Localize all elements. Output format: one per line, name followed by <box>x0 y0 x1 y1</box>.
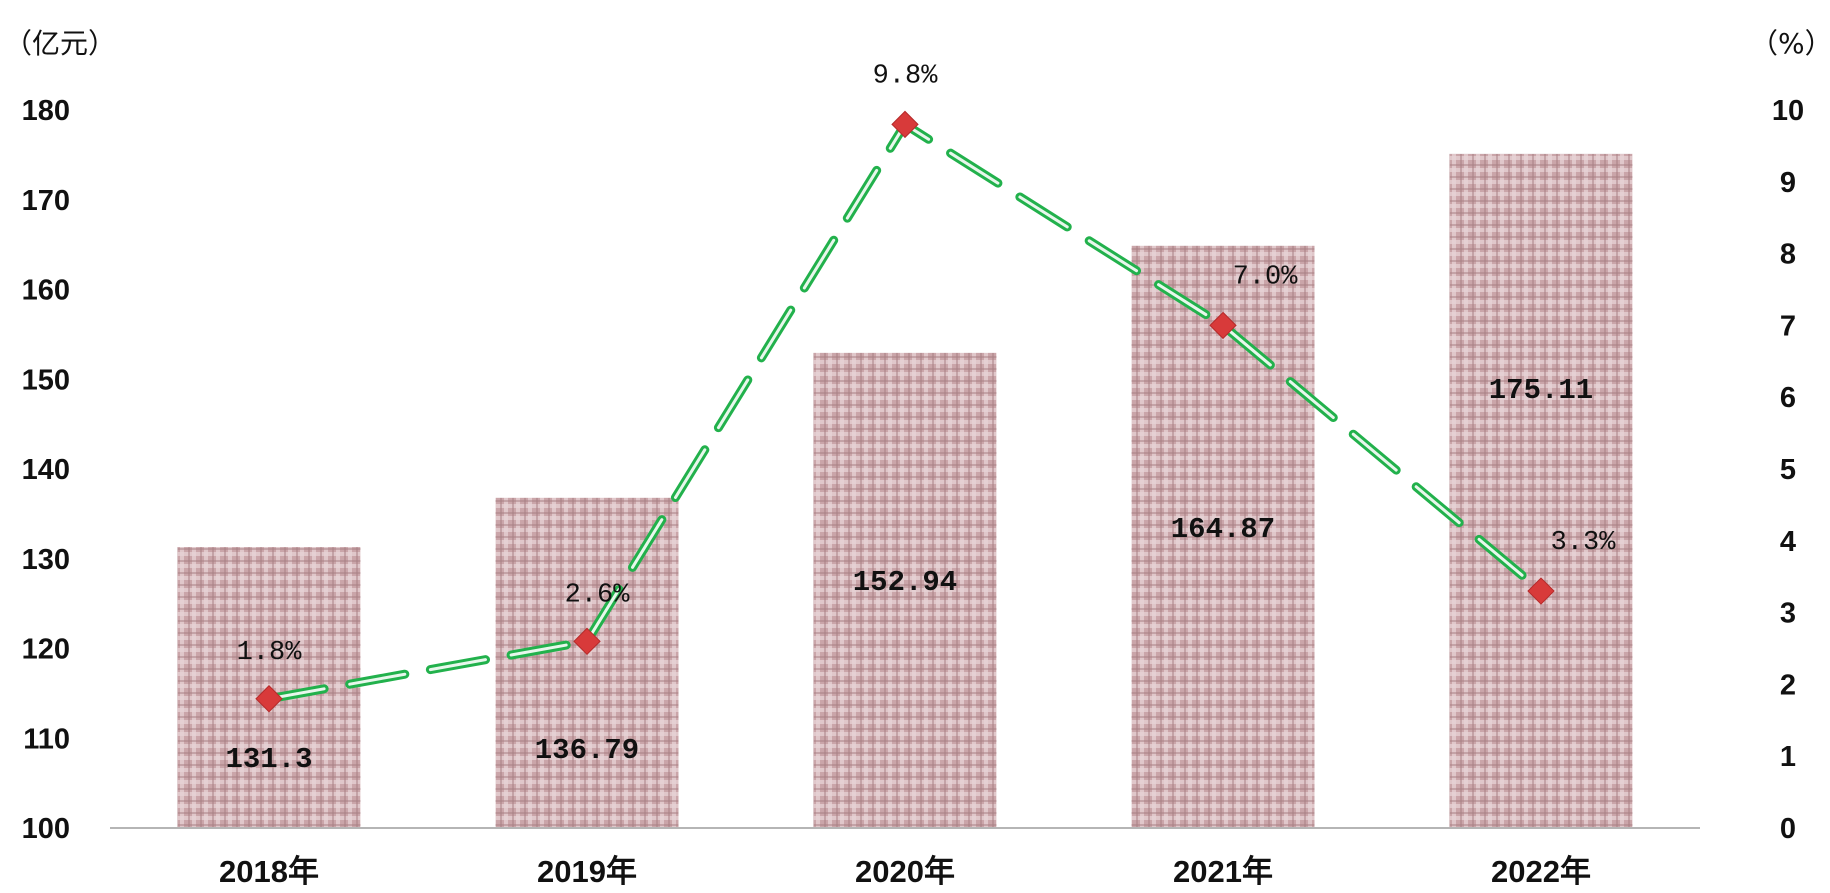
y-tick-label: 180 <box>22 95 70 127</box>
x-tick-label: 2018年 <box>219 854 319 889</box>
y-tick-label: 100 <box>22 813 70 845</box>
x-axis: 2018年 2019年 2020年 2021年 2022年 <box>219 854 1591 889</box>
line-data-label: 3.3% <box>1551 528 1617 558</box>
y-tick-label: 130 <box>22 544 70 576</box>
y-tick-label: 110 <box>23 723 70 755</box>
bar-data-label: 175.11 <box>1489 374 1593 407</box>
line-point-1 <box>573 627 601 656</box>
y-tick-label: 170 <box>22 185 70 217</box>
y2-tick-label: 5 <box>1780 454 1796 486</box>
y2-tick-label: 1 <box>1780 741 1796 773</box>
line-data-label: 7.0% <box>1233 262 1299 292</box>
right-y-axis: 0 1 2 3 4 5 6 7 8 9 10 <box>1772 95 1804 845</box>
line-data-label: 9.8% <box>873 61 939 91</box>
line-point-0 <box>255 685 283 713</box>
bar-data-labels: 131.3 136.79 152.94 164.87 175.11 <box>225 374 1593 776</box>
y-tick-label: 150 <box>22 364 70 396</box>
bar-data-label: 131.3 <box>225 743 312 776</box>
bar-1 <box>495 497 679 828</box>
y2-tick-label: 4 <box>1780 526 1796 558</box>
y2-tick-label: 3 <box>1780 598 1796 630</box>
bar-4 <box>1449 153 1633 828</box>
y-tick-label: 160 <box>22 275 70 307</box>
y2-tick-label: 10 <box>1772 95 1804 127</box>
y2-tick-label: 8 <box>1780 239 1796 271</box>
x-tick-label: 2020年 <box>855 854 955 889</box>
x-tick-label: 2021年 <box>1173 854 1273 889</box>
y2-tick-label: 2 <box>1780 669 1796 701</box>
line-point-4 <box>1527 577 1555 605</box>
y-tick-label: 120 <box>22 634 70 666</box>
bar-3 <box>1131 245 1315 828</box>
x-tick-label: 2019年 <box>537 854 637 889</box>
y2-tick-label: 9 <box>1780 167 1796 199</box>
bar-data-label: 136.79 <box>535 734 639 767</box>
right-axis-unit: （%） <box>1750 27 1830 60</box>
line-data-labels: 1.8% 2.6% 9.8% 7.0% 3.3% <box>237 61 1617 667</box>
x-tick-label: 2022年 <box>1491 854 1591 889</box>
line-point-3 <box>1209 311 1237 340</box>
y2-tick-label: 0 <box>1780 813 1796 845</box>
line-data-label: 1.8% <box>237 638 303 668</box>
line-markers <box>255 110 1555 713</box>
left-y-axis: 100 110 120 130 140 150 160 170 180 <box>22 95 70 845</box>
bar-2 <box>813 352 997 828</box>
y-tick-label: 140 <box>22 454 70 486</box>
line-point-2 <box>891 110 919 139</box>
bar-series <box>177 153 1633 828</box>
bar-data-label: 152.94 <box>853 566 957 599</box>
left-axis-unit: （亿元） <box>4 27 117 60</box>
y2-tick-label: 6 <box>1780 382 1796 414</box>
line-data-label: 2.6% <box>565 580 631 610</box>
bar-data-label: 164.87 <box>1171 513 1275 546</box>
y2-tick-label: 7 <box>1780 310 1796 342</box>
